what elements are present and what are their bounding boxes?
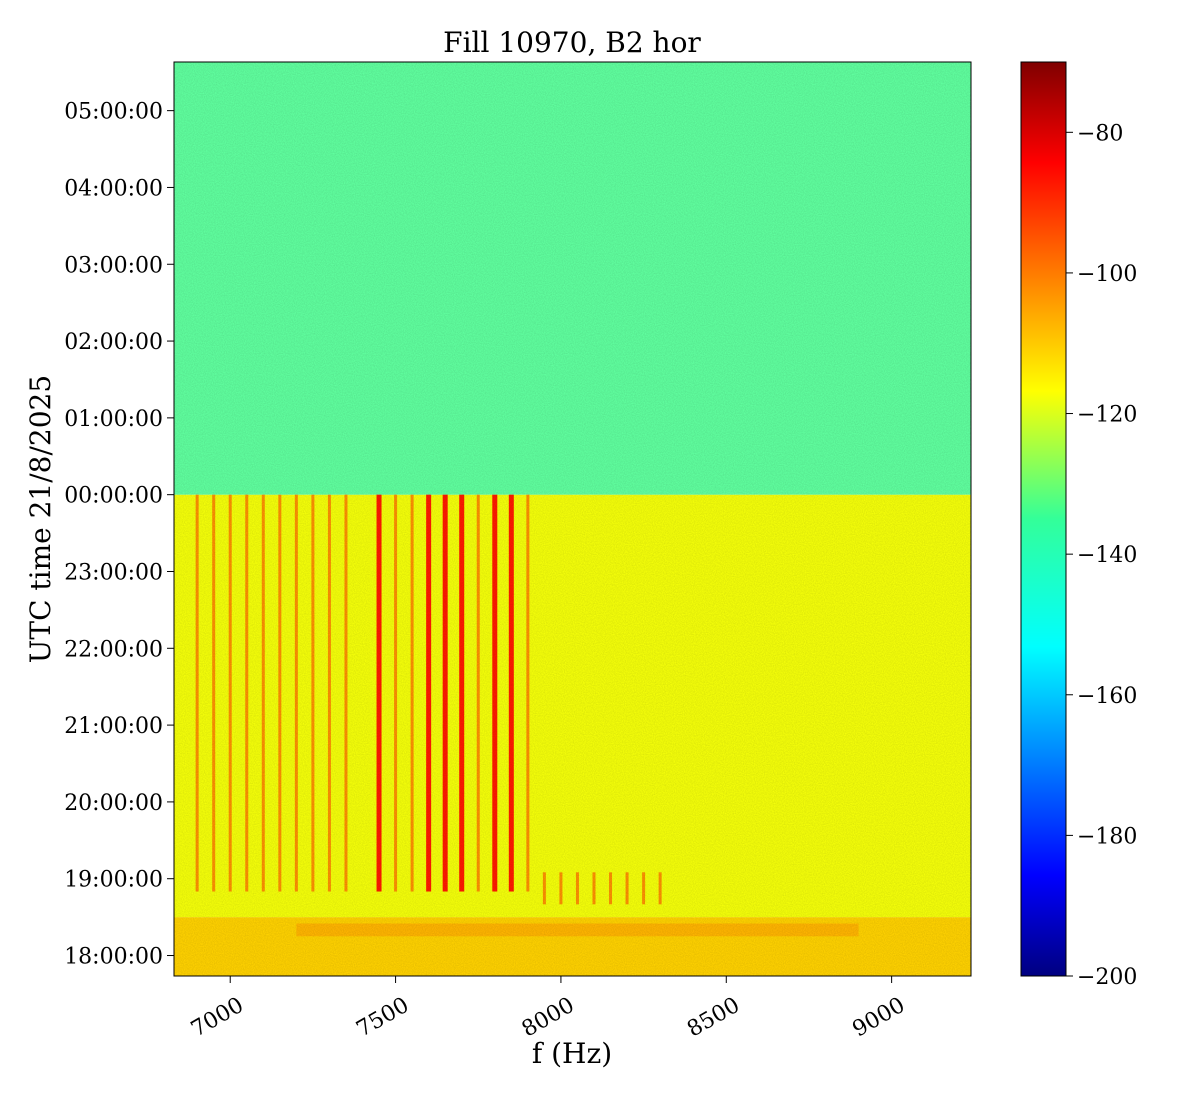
y-tick-label: 05:00:00 <box>64 100 163 125</box>
chart-title: Fill 10970, B2 hor <box>443 26 701 59</box>
x-tick-label: 9000 <box>848 993 909 1043</box>
y-tick-label: 03:00:00 <box>64 253 163 278</box>
y-tick-label: 02:00:00 <box>64 330 163 355</box>
x-axis-label: f (Hz) <box>532 1037 612 1070</box>
plot-frame <box>173 61 972 977</box>
colorbar-tick-label: −160 <box>1077 684 1137 709</box>
spectrogram-plot-area <box>174 62 971 976</box>
colorbar-tick-label: −80 <box>1077 121 1123 146</box>
y-tick-label: 20:00:00 <box>64 791 163 816</box>
y-tick-label: 00:00:00 <box>64 484 163 509</box>
colorbar-tick-label: −120 <box>1077 403 1137 428</box>
y-tick-label: 23:00:00 <box>64 560 163 585</box>
x-tick-label: 8500 <box>683 993 744 1043</box>
y-tick-label: 01:00:00 <box>64 407 163 432</box>
colorbar-tick-label: −200 <box>1077 965 1137 990</box>
colorbar-tick-label: −180 <box>1077 824 1137 849</box>
y-tick-label: 18:00:00 <box>64 945 163 970</box>
y-tick-label: 04:00:00 <box>64 176 163 201</box>
x-tick-label: 7500 <box>352 993 413 1043</box>
colorbar-gradient <box>1020 61 1067 977</box>
y-tick-label: 21:00:00 <box>64 714 163 739</box>
x-tick-label: 8000 <box>518 993 579 1043</box>
x-axis: 7000 7500 8000 8500 9000 <box>187 976 909 1042</box>
colorbar-tick-label: −140 <box>1077 543 1137 568</box>
y-tick-label: 22:00:00 <box>64 637 163 662</box>
y-tick-label: 19:00:00 <box>64 868 163 893</box>
colorbar: −80 −100 −120 −140 −160 −180 −200 <box>1020 61 1137 990</box>
y-axis-label: UTC time 21/8/2025 <box>24 375 57 663</box>
x-tick-label: 7000 <box>187 993 248 1043</box>
y-axis: 18:00:00 19:00:00 20:00:00 21:00:00 22:00:00… <box>64 100 174 970</box>
colorbar-tick-label: −100 <box>1077 262 1137 287</box>
